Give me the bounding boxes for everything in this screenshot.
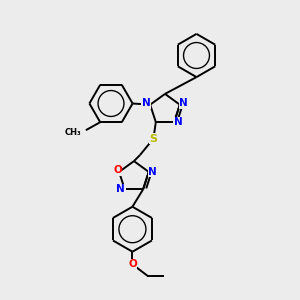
Text: N: N [116, 184, 125, 194]
Text: N: N [174, 117, 182, 127]
Text: S: S [149, 134, 158, 144]
Text: N: N [179, 98, 188, 108]
Text: N: N [148, 167, 157, 177]
Text: CH₃: CH₃ [65, 128, 81, 136]
Text: O: O [128, 259, 137, 269]
Text: O: O [113, 165, 122, 176]
Text: N: N [142, 98, 151, 108]
